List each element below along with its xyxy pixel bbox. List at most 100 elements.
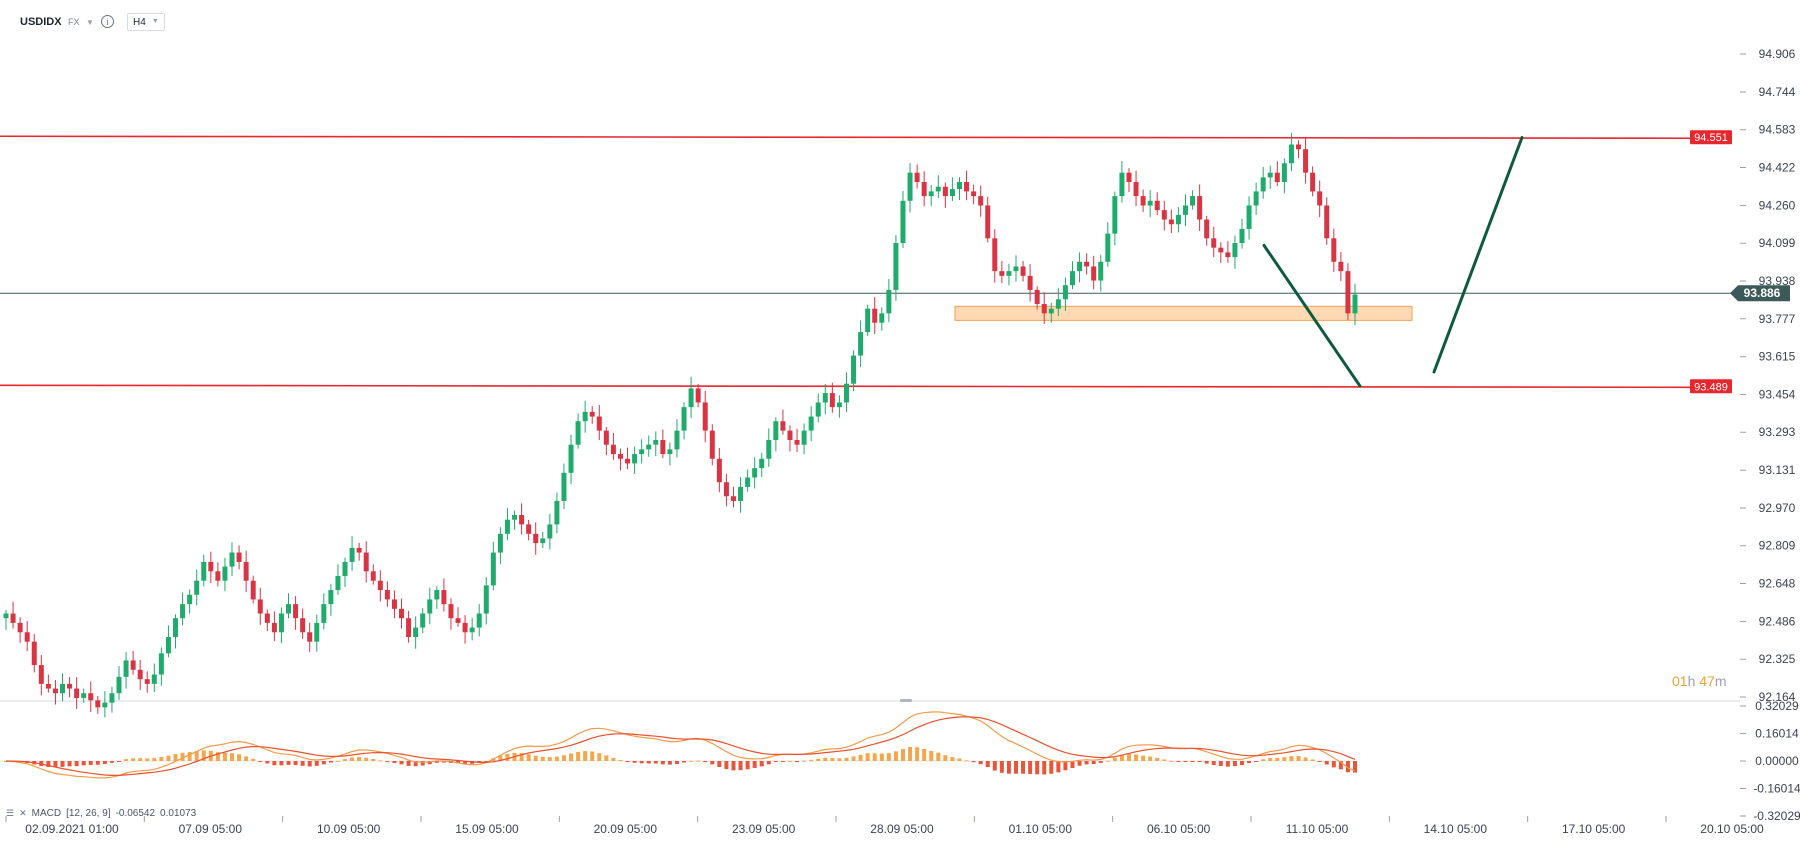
macd-histogram-bar bbox=[802, 760, 807, 762]
price-tick-label: 92.486 bbox=[1759, 614, 1796, 628]
macd-histogram-bar bbox=[583, 751, 588, 761]
candle-body bbox=[278, 613, 284, 633]
candle-body bbox=[1253, 191, 1259, 206]
macd-histogram-bar bbox=[166, 755, 171, 761]
candle-body bbox=[1105, 233, 1111, 262]
candle-body bbox=[1126, 172, 1132, 183]
macd-histogram-bar bbox=[1289, 756, 1294, 761]
candle-body bbox=[1331, 238, 1337, 262]
market-caret-icon[interactable]: ▼ bbox=[86, 17, 94, 27]
candle-body bbox=[1211, 238, 1217, 248]
price-tick-label: 93.938 bbox=[1759, 274, 1796, 288]
candle-body bbox=[158, 653, 164, 675]
candle-body bbox=[123, 660, 129, 677]
candle-body bbox=[512, 515, 518, 520]
level-tag bbox=[1690, 130, 1732, 145]
macd-tick-label: 0.16014 bbox=[1755, 727, 1799, 741]
candle-body bbox=[794, 439, 800, 445]
macd-histogram-bar bbox=[1338, 761, 1343, 770]
last-price-tag bbox=[1730, 285, 1790, 302]
macd-histogram-bar bbox=[102, 761, 107, 764]
close-icon[interactable]: ✕ bbox=[19, 808, 27, 818]
macd-histogram-bar bbox=[611, 757, 616, 761]
candle-body bbox=[1077, 261, 1083, 272]
indicator-settings-icon[interactable]: ☰ bbox=[6, 808, 15, 818]
candle-body bbox=[335, 575, 341, 591]
candle-body bbox=[17, 622, 23, 633]
macd-histogram-bar bbox=[689, 760, 694, 762]
macd-histogram-bar bbox=[533, 755, 538, 761]
price-tick-label: 92.809 bbox=[1759, 539, 1796, 553]
macd-histogram-bar bbox=[46, 761, 51, 767]
info-icon[interactable]: i bbox=[101, 15, 114, 28]
macd-histogram-bar bbox=[780, 761, 785, 762]
macd-histogram-bar bbox=[915, 747, 920, 761]
candle-body bbox=[1317, 191, 1323, 206]
macd-histogram-bar bbox=[95, 761, 100, 765]
support-zone bbox=[954, 305, 1413, 321]
candle-body bbox=[1204, 219, 1210, 239]
macd-histogram-bar bbox=[1119, 754, 1124, 761]
candle-body bbox=[1020, 266, 1026, 276]
macd-histogram-bar bbox=[759, 761, 764, 767]
macd-histogram-bar bbox=[1296, 756, 1301, 761]
candle-body bbox=[469, 627, 475, 633]
macd-histogram-bar bbox=[1126, 753, 1131, 761]
candle-body bbox=[1013, 266, 1019, 272]
candle-body bbox=[321, 604, 327, 623]
macd-histogram-bar bbox=[1162, 759, 1167, 761]
candle-body bbox=[702, 402, 708, 431]
time-tick-label: 10.09 05:00 bbox=[317, 822, 381, 836]
macd-histogram-bar bbox=[1056, 761, 1061, 773]
macd-histogram-bar bbox=[357, 756, 362, 761]
macd-histogram-bar bbox=[258, 761, 263, 762]
macd-histogram-bar bbox=[88, 761, 93, 765]
candle-body bbox=[526, 524, 532, 534]
market-label[interactable]: FX bbox=[68, 17, 80, 27]
candle-body bbox=[851, 355, 857, 384]
candle-body bbox=[610, 444, 616, 455]
macd-histogram-bar bbox=[293, 761, 298, 766]
macd-histogram-bar bbox=[222, 752, 227, 761]
macd-histogram-bar bbox=[1077, 761, 1082, 766]
macd-histogram-bar bbox=[674, 761, 679, 764]
candle-body bbox=[773, 421, 779, 440]
candle-body bbox=[1218, 247, 1224, 253]
macd-histogram-bar bbox=[929, 750, 934, 761]
resistance-line bbox=[0, 135, 1691, 140]
macd-histogram-bar bbox=[505, 753, 510, 761]
macd-histogram-bar bbox=[886, 753, 891, 761]
macd-histogram-bar bbox=[872, 753, 877, 761]
candle-body bbox=[264, 613, 270, 623]
candle-body bbox=[420, 613, 426, 628]
macd-histogram-bar bbox=[456, 761, 461, 764]
candle-body bbox=[1246, 205, 1252, 229]
timeframe-select[interactable]: H4 ▼ bbox=[127, 13, 165, 31]
candle-body bbox=[293, 604, 299, 619]
countdown-minutes: 47 bbox=[1699, 673, 1715, 689]
macd-histogram-bar bbox=[1013, 761, 1018, 774]
macd-histogram-bar bbox=[837, 758, 842, 761]
projection-down-line bbox=[1262, 243, 1362, 388]
macd-histogram-bar bbox=[67, 761, 72, 767]
candle-body bbox=[328, 590, 334, 605]
macd-histogram-bar bbox=[463, 761, 468, 764]
candle-body bbox=[38, 665, 44, 684]
price-tick-label: 94.099 bbox=[1759, 236, 1796, 250]
candle-body bbox=[815, 402, 821, 417]
candle-body bbox=[836, 402, 842, 408]
price-tick-label: 93.615 bbox=[1759, 350, 1796, 364]
candle-body bbox=[165, 636, 171, 654]
macd-histogram-bar bbox=[1006, 761, 1011, 774]
candle-body bbox=[1352, 294, 1358, 314]
macd-histogram-bar bbox=[265, 761, 270, 764]
macd-histogram-bar bbox=[180, 752, 185, 761]
time-tick-label: 06.10 05:00 bbox=[1147, 822, 1211, 836]
candle-body bbox=[476, 613, 482, 628]
signal-line bbox=[5, 716, 1356, 777]
symbol-label[interactable]: USDIDX bbox=[20, 16, 62, 28]
candle-body bbox=[723, 482, 729, 497]
candle-body bbox=[992, 238, 998, 272]
candle-body bbox=[949, 189, 955, 197]
